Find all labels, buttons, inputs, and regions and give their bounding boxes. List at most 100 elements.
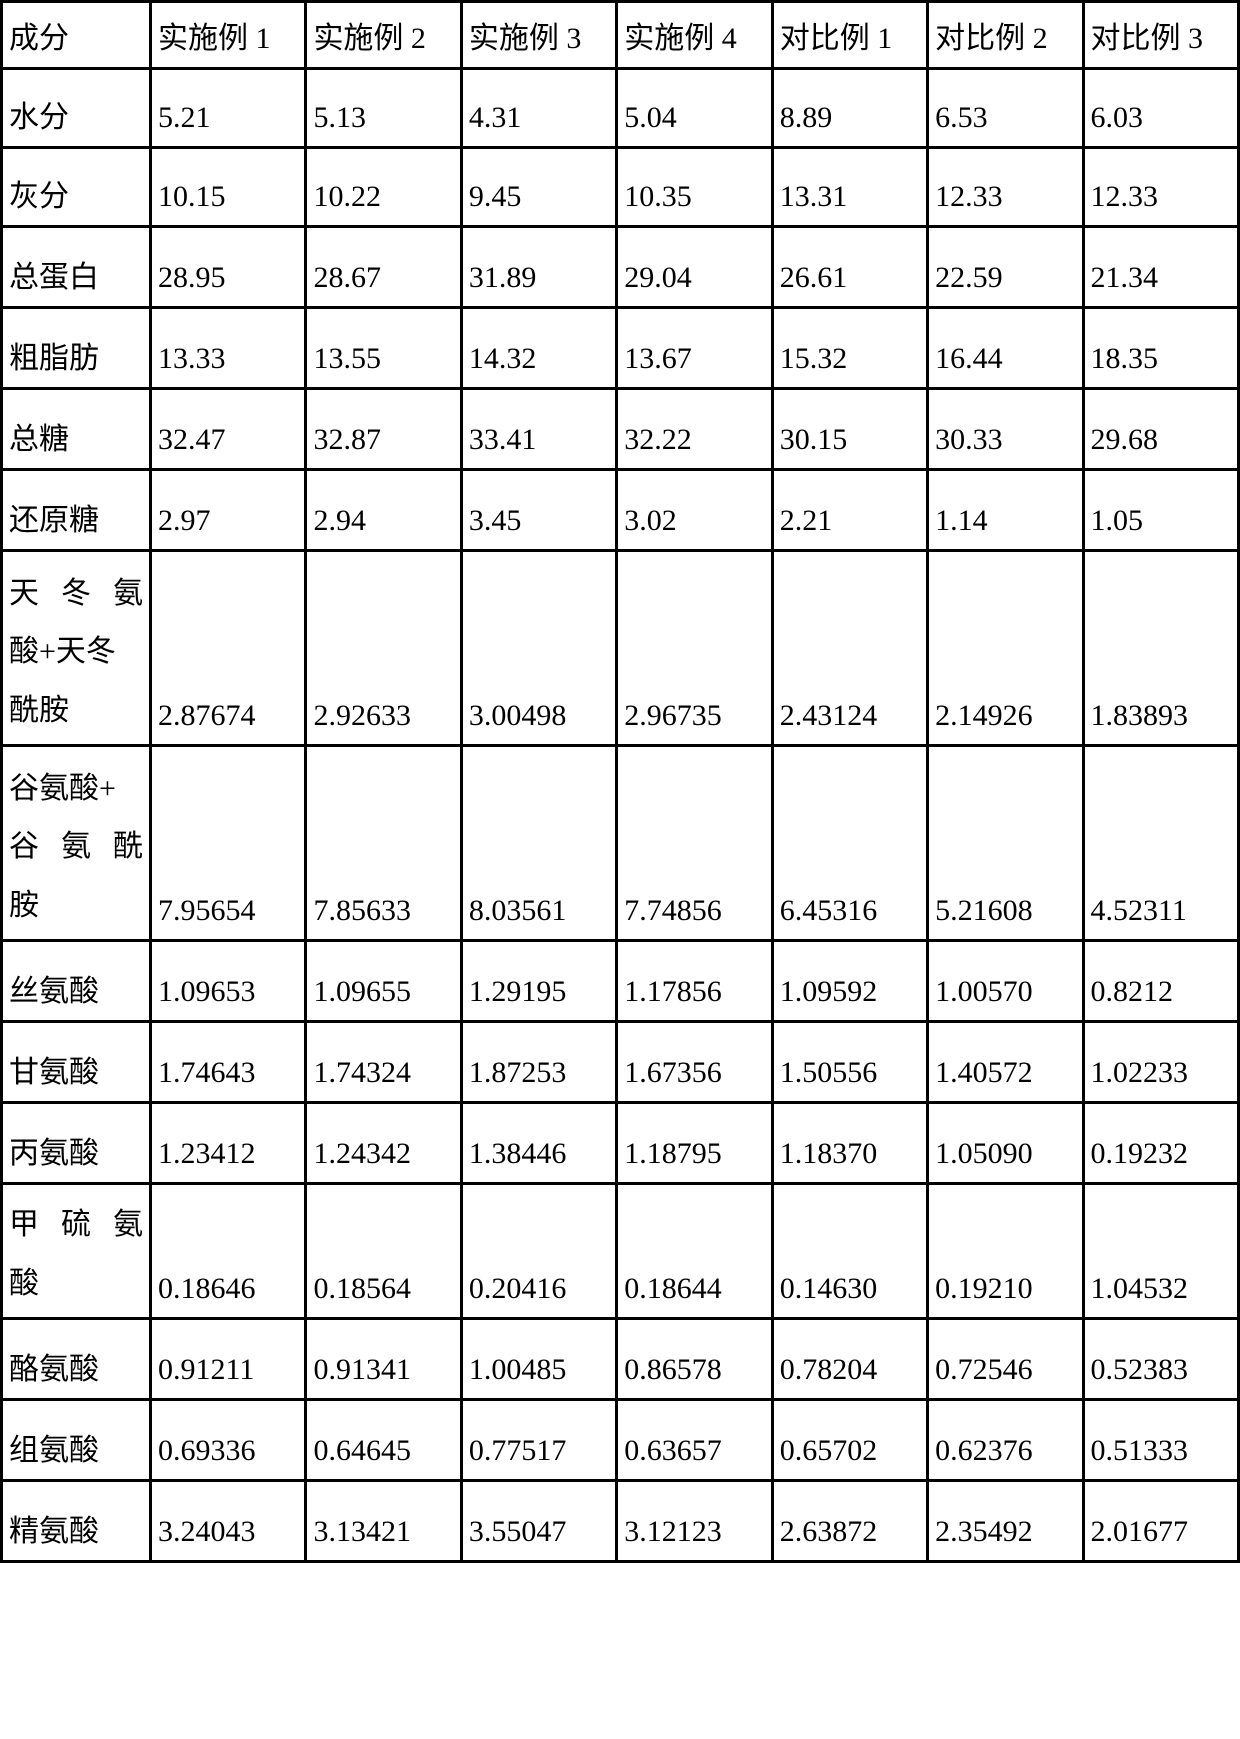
cell: 7.74856 xyxy=(617,746,772,941)
cell: 29.04 xyxy=(617,227,772,308)
cell: 32.47 xyxy=(151,389,306,470)
cell: 31.89 xyxy=(461,227,616,308)
cell: 0.19232 xyxy=(1083,1103,1238,1184)
cell: 0.62376 xyxy=(928,1400,1083,1481)
cell: 6.53 xyxy=(928,69,1083,148)
cell: 0.69336 xyxy=(151,1400,306,1481)
row-label-line: 甲硫氨 xyxy=(9,1196,143,1255)
cell: 0.72546 xyxy=(928,1319,1083,1400)
cell: 0.18564 xyxy=(306,1184,461,1319)
header-col: 实施例 1 xyxy=(151,2,306,69)
cell: 1.74324 xyxy=(306,1022,461,1103)
cell: 1.14 xyxy=(928,470,1083,551)
cell: 1.09653 xyxy=(151,941,306,1022)
cell: 0.64645 xyxy=(306,1400,461,1481)
table-row: 总糖32.4732.8733.4132.2230.1530.3329.68 xyxy=(2,389,1239,470)
cell: 1.04532 xyxy=(1083,1184,1238,1319)
cell: 32.87 xyxy=(306,389,461,470)
cell: 22.59 xyxy=(928,227,1083,308)
cell: 0.19210 xyxy=(928,1184,1083,1319)
cell: 2.43124 xyxy=(772,551,927,746)
row-label-line: 酸+天冬 xyxy=(9,623,143,682)
cell: 1.18370 xyxy=(772,1103,927,1184)
cell: 1.09592 xyxy=(772,941,927,1022)
table-row: 丙氨酸1.234121.243421.384461.187951.183701.… xyxy=(2,1103,1239,1184)
cell: 0.8212 xyxy=(1083,941,1238,1022)
row-label: 灰分 xyxy=(2,148,151,227)
cell: 2.87674 xyxy=(151,551,306,746)
header-col: 对比例 1 xyxy=(772,2,927,69)
row-label-line: 酰胺 xyxy=(9,682,143,741)
cell: 1.23412 xyxy=(151,1103,306,1184)
cell: 0.20416 xyxy=(461,1184,616,1319)
cell: 0.18644 xyxy=(617,1184,772,1319)
cell: 1.74643 xyxy=(151,1022,306,1103)
cell: 0.51333 xyxy=(1083,1400,1238,1481)
cell: 14.32 xyxy=(461,308,616,389)
cell: 3.45 xyxy=(461,470,616,551)
cell: 0.86578 xyxy=(617,1319,772,1400)
cell: 1.24342 xyxy=(306,1103,461,1184)
cell: 1.05090 xyxy=(928,1103,1083,1184)
cell: 28.67 xyxy=(306,227,461,308)
cell: 2.14926 xyxy=(928,551,1083,746)
row-label: 谷氨酸+谷氨酰胺 xyxy=(2,746,151,941)
row-label: 甲硫氨酸 xyxy=(2,1184,151,1319)
cell: 29.68 xyxy=(1083,389,1238,470)
cell: 33.41 xyxy=(461,389,616,470)
cell: 6.45316 xyxy=(772,746,927,941)
cell: 8.03561 xyxy=(461,746,616,941)
cell: 1.40572 xyxy=(928,1022,1083,1103)
row-label: 粗脂肪 xyxy=(2,308,151,389)
table-row: 灰分10.1510.229.4510.3513.3112.3312.33 xyxy=(2,148,1239,227)
table-row: 水分5.215.134.315.048.896.536.03 xyxy=(2,69,1239,148)
cell: 13.33 xyxy=(151,308,306,389)
cell: 1.50556 xyxy=(772,1022,927,1103)
cell: 2.01677 xyxy=(1083,1481,1238,1562)
row-label-line: 谷氨酸+ xyxy=(9,760,143,819)
row-label: 天冬氨酸+天冬酰胺 xyxy=(2,551,151,746)
row-label: 精氨酸 xyxy=(2,1481,151,1562)
row-label-line: 天冬氨 xyxy=(9,565,143,624)
header-col: 实施例 2 xyxy=(306,2,461,69)
cell: 18.35 xyxy=(1083,308,1238,389)
cell: 0.77517 xyxy=(461,1400,616,1481)
cell: 32.22 xyxy=(617,389,772,470)
row-label: 水分 xyxy=(2,69,151,148)
table-row: 精氨酸3.240433.134213.550473.121232.638722.… xyxy=(2,1481,1239,1562)
cell: 12.33 xyxy=(1083,148,1238,227)
cell: 13.55 xyxy=(306,308,461,389)
row-label-line: 谷氨酰 xyxy=(9,818,143,877)
row-label: 总糖 xyxy=(2,389,151,470)
cell: 5.04 xyxy=(617,69,772,148)
cell: 9.45 xyxy=(461,148,616,227)
cell: 4.52311 xyxy=(1083,746,1238,941)
cell: 2.63872 xyxy=(772,1481,927,1562)
cell: 0.14630 xyxy=(772,1184,927,1319)
table-row: 酪氨酸0.912110.913411.004850.865780.782040.… xyxy=(2,1319,1239,1400)
cell: 5.21 xyxy=(151,69,306,148)
row-label-line: 酸 xyxy=(9,1255,143,1314)
cell: 2.96735 xyxy=(617,551,772,746)
cell: 5.13 xyxy=(306,69,461,148)
cell: 13.67 xyxy=(617,308,772,389)
table-row: 谷氨酸+谷氨酰胺7.956547.856338.035617.748566.45… xyxy=(2,746,1239,941)
row-label: 总蛋白 xyxy=(2,227,151,308)
cell: 3.55047 xyxy=(461,1481,616,1562)
cell: 3.02 xyxy=(617,470,772,551)
row-label: 还原糖 xyxy=(2,470,151,551)
table-row: 组氨酸0.693360.646450.775170.636570.657020.… xyxy=(2,1400,1239,1481)
table-row: 甘氨酸1.746431.743241.872531.673561.505561.… xyxy=(2,1022,1239,1103)
cell: 0.63657 xyxy=(617,1400,772,1481)
cell: 7.85633 xyxy=(306,746,461,941)
cell: 3.13421 xyxy=(306,1481,461,1562)
cell: 0.18646 xyxy=(151,1184,306,1319)
cell: 1.02233 xyxy=(1083,1022,1238,1103)
cell: 1.29195 xyxy=(461,941,616,1022)
cell: 1.00570 xyxy=(928,941,1083,1022)
header-col: 实施例 4 xyxy=(617,2,772,69)
cell: 10.35 xyxy=(617,148,772,227)
row-label: 酪氨酸 xyxy=(2,1319,151,1400)
table-row: 甲硫氨酸0.186460.185640.204160.186440.146300… xyxy=(2,1184,1239,1319)
cell: 12.33 xyxy=(928,148,1083,227)
